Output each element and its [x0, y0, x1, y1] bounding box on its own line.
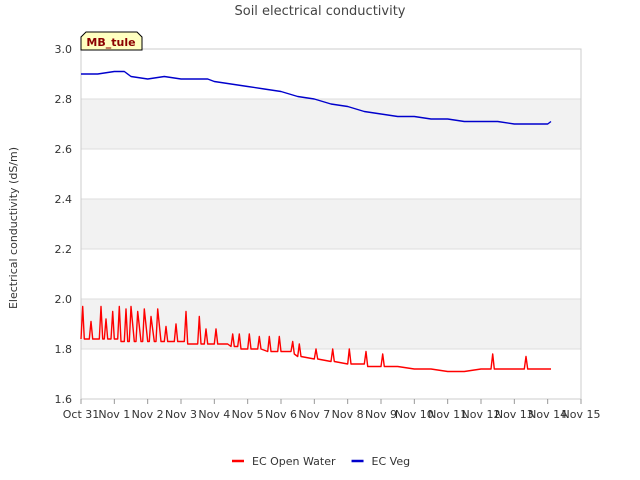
- plot-band: [81, 199, 581, 249]
- chart-title: Soil electrical conductivity: [234, 4, 405, 19]
- x-tick-label: Nov 11: [428, 408, 467, 421]
- series-lines: [80, 70, 552, 373]
- series-line: [81, 70, 552, 125]
- x-tick-label: Nov 13: [495, 408, 534, 421]
- x-tick-label: Nov 3: [165, 408, 197, 421]
- x-tick-label: Nov 4: [198, 408, 230, 421]
- x-tick-label: Nov 8: [332, 408, 364, 421]
- x-tick-label: Nov 12: [462, 408, 501, 421]
- legend-label: EC Veg: [372, 455, 411, 468]
- x-tick-label: Nov 15: [562, 408, 601, 421]
- y-tick-label: 3.0: [55, 43, 73, 56]
- legend: EC Open Water EC Veg: [232, 455, 410, 468]
- y-tick-label: 1.8: [55, 343, 73, 356]
- y-tick-label: 1.6: [55, 393, 73, 406]
- y-tick-label: 2.0: [55, 293, 73, 306]
- x-tick-label: Nov 6: [265, 408, 297, 421]
- y-tick-label: 2.4: [55, 193, 73, 206]
- x-tick-label: Nov 7: [298, 408, 330, 421]
- x-tick-label: Nov 14: [528, 408, 567, 421]
- y-tick-label: 2.6: [55, 143, 73, 156]
- plot-band: [81, 99, 581, 149]
- y-axis-label: Electrical conductivity (dS/m): [7, 147, 20, 309]
- y-tick-label: 2.8: [55, 93, 73, 106]
- plot-frame: [80, 48, 582, 400]
- plot-bands: [81, 99, 581, 349]
- x-tick-label: Nov 1: [98, 408, 130, 421]
- x-tick-label: Nov 2: [132, 408, 164, 421]
- x-tick-label: Oct 31: [63, 408, 100, 421]
- legend-label: EC Open Water: [252, 455, 336, 468]
- x-tick-label: Nov 9: [365, 408, 397, 421]
- site-badge: MB_tule: [80, 31, 143, 51]
- y-axis-ticks: 1.6 1.8 2.0 2.2 2.4 2.6 2.8 3.0: [55, 43, 73, 406]
- x-tick-label: Nov 10: [395, 408, 434, 421]
- series-line: [80, 305, 551, 373]
- x-tick-label: Nov 5: [232, 408, 264, 421]
- site-badge-shape: [80, 31, 143, 51]
- site-badge-label: MB_tule: [86, 36, 135, 49]
- y-tick-label: 2.2: [55, 243, 73, 256]
- x-axis-ticks: Oct 31 Nov 1 Nov 2 Nov 3 Nov 4 Nov 5 Nov 6 Nov …: [63, 399, 601, 421]
